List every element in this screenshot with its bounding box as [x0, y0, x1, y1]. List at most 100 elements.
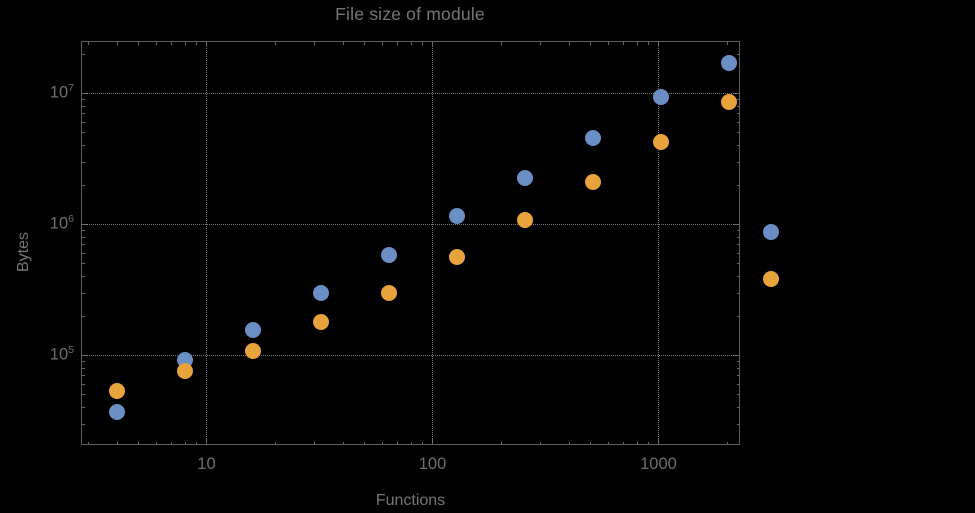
x-tick-minor	[116, 41, 118, 45]
x-tick-major	[432, 439, 434, 445]
x-tick-label-10: 10	[197, 455, 216, 473]
y-tick-minor	[81, 407, 85, 409]
x-tick-minor	[88, 441, 90, 445]
x-tick-minor	[590, 441, 592, 445]
data-point-series-orange-10	[763, 271, 780, 288]
data-point-series-blue-0	[108, 403, 125, 420]
data-point-series-blue-4	[380, 246, 397, 263]
y-tick-minor	[81, 394, 85, 396]
data-point-series-orange-9	[720, 94, 737, 111]
y-tick-label-1e7: 107	[49, 82, 74, 102]
y-tick-minor	[736, 236, 740, 238]
x-tick-minor	[88, 41, 90, 45]
x-tick-minor	[184, 41, 186, 45]
x-tick-minor	[608, 441, 610, 445]
y-tick-minor	[736, 132, 740, 134]
y-tick-major	[734, 224, 740, 225]
gridline-horizontal-1e5	[81, 355, 740, 356]
y-tick-major	[734, 93, 740, 94]
y-tick-minor	[736, 367, 740, 369]
x-tick-minor	[156, 41, 158, 45]
y-tick-label-1e6: 106	[49, 213, 74, 233]
y-tick-minor	[736, 263, 740, 265]
x-tick-minor	[608, 41, 610, 45]
data-point-series-orange-3	[312, 313, 329, 330]
y-tick-minor	[736, 276, 740, 278]
x-tick-minor	[274, 41, 276, 45]
x-tick-minor	[156, 441, 158, 445]
x-tick-minor	[422, 41, 424, 45]
x-tick-minor	[410, 441, 412, 445]
y-tick-minor	[81, 161, 85, 163]
x-tick-minor	[196, 441, 198, 445]
y-tick-minor	[81, 113, 85, 115]
x-tick-label-1000: 1000	[640, 455, 677, 473]
y-tick-minor	[736, 105, 740, 107]
x-tick-minor	[184, 441, 186, 445]
data-point-series-blue-5	[448, 208, 465, 225]
x-tick-minor	[314, 41, 316, 45]
x-tick-minor	[171, 441, 173, 445]
data-point-series-orange-0	[108, 383, 125, 400]
x-tick-minor	[540, 441, 542, 445]
x-tick-minor	[342, 41, 344, 45]
x-tick-minor	[540, 41, 542, 45]
x-tick-minor	[623, 41, 625, 45]
x-tick-minor	[116, 441, 118, 445]
y-tick-minor	[736, 394, 740, 396]
x-tick-major	[432, 41, 434, 47]
x-tick-minor	[410, 41, 412, 45]
y-tick-minor	[81, 99, 85, 100]
x-tick-minor	[726, 41, 728, 45]
x-tick-minor	[364, 41, 366, 45]
x-tick-minor	[590, 41, 592, 45]
y-tick-minor	[81, 184, 85, 186]
data-point-series-blue-10	[763, 223, 780, 240]
y-tick-minor	[736, 407, 740, 409]
y-tick-minor	[736, 161, 740, 163]
y-tick-major	[734, 355, 740, 356]
gridline-horizontal-1e7	[81, 93, 740, 94]
x-tick-minor	[342, 441, 344, 445]
y-tick-minor	[736, 113, 740, 115]
y-tick-minor	[81, 244, 85, 246]
y-tick-minor	[81, 384, 85, 386]
y-tick-minor	[81, 423, 85, 425]
x-tick-minor	[636, 441, 638, 445]
x-tick-minor	[648, 41, 650, 45]
y-tick-minor	[736, 122, 740, 124]
y-tick-minor	[736, 53, 740, 55]
data-point-series-blue-8	[652, 89, 669, 106]
y-tick-label-1e5: 105	[49, 344, 74, 364]
y-tick-minor	[81, 375, 85, 377]
data-point-series-blue-2	[244, 322, 261, 339]
y-tick-minor	[81, 53, 85, 55]
y-tick-minor	[736, 244, 740, 246]
y-tick-major	[81, 355, 87, 356]
y-tick-minor	[736, 230, 740, 231]
x-tick-minor	[568, 441, 570, 445]
y-tick-minor	[736, 145, 740, 147]
x-tick-major	[206, 41, 208, 47]
data-point-series-orange-4	[380, 284, 397, 301]
y-tick-minor	[736, 99, 740, 100]
x-tick-major	[658, 41, 660, 47]
y-tick-minor	[736, 375, 740, 377]
x-tick-major	[658, 439, 660, 445]
y-tick-minor	[736, 423, 740, 425]
y-tick-minor	[81, 132, 85, 134]
data-point-series-blue-3	[312, 284, 329, 301]
data-point-series-orange-6	[516, 212, 533, 229]
data-point-series-orange-2	[244, 343, 261, 360]
gridline-vertical-100	[432, 41, 434, 445]
y-tick-major	[81, 93, 87, 94]
y-tick-minor	[81, 122, 85, 124]
gridline-horizontal-1e6	[81, 224, 740, 225]
x-tick-minor	[382, 41, 384, 45]
x-axis-label: Functions	[375, 492, 446, 509]
x-tick-minor	[648, 441, 650, 445]
y-tick-minor	[81, 292, 85, 294]
y-tick-minor	[736, 315, 740, 317]
y-tick-minor	[736, 384, 740, 386]
